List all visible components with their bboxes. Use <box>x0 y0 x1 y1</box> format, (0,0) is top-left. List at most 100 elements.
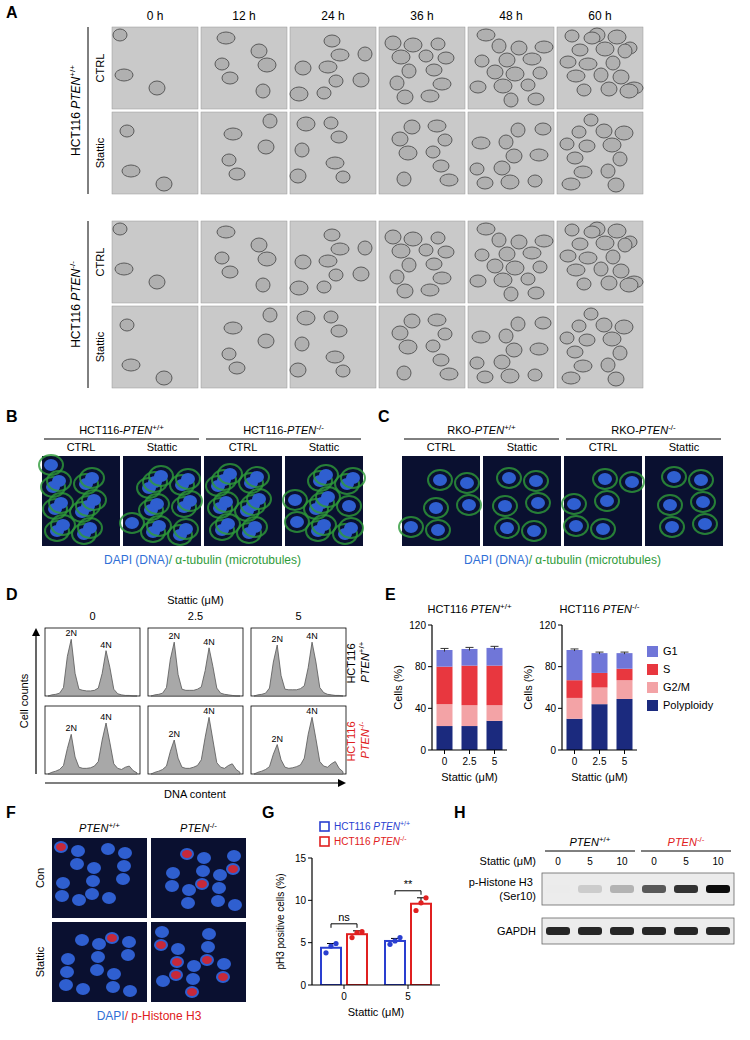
nucleus <box>216 971 230 983</box>
text-part: 5 <box>405 991 411 1002</box>
cell <box>122 165 140 177</box>
cell <box>504 93 518 107</box>
cell <box>297 311 315 325</box>
significance-label: ns <box>338 911 350 923</box>
text-part: S <box>663 663 670 675</box>
bar-segment <box>617 669 633 680</box>
nucleus <box>317 519 331 531</box>
panel-letter: E <box>385 586 396 603</box>
nucleus <box>171 943 185 955</box>
data-point <box>349 935 354 940</box>
nucleus <box>248 521 262 533</box>
cell <box>336 171 350 183</box>
nucleus <box>152 520 166 532</box>
cytoskeleton <box>78 518 102 538</box>
text-part: 0 <box>550 745 556 756</box>
text-part: CTRL <box>67 441 96 453</box>
text-part: 4N <box>306 706 318 716</box>
text-part: PTEN <box>69 268 83 300</box>
axis-title: Stattic (μM) <box>348 1006 404 1018</box>
cytoskeleton <box>285 512 309 532</box>
cell <box>324 117 338 129</box>
cytoskeleton <box>658 495 682 515</box>
text-part: PTEN-/- <box>357 721 370 758</box>
micrograph <box>204 456 282 546</box>
cytoskeleton <box>562 494 586 514</box>
nucleus <box>600 495 614 507</box>
text-part: -/- <box>357 721 366 729</box>
cell <box>438 52 454 64</box>
cell <box>358 241 372 255</box>
text-part: PTEN <box>570 836 599 848</box>
cell <box>601 358 615 372</box>
data-point <box>359 929 364 934</box>
cell <box>613 264 629 278</box>
data-point <box>387 942 392 947</box>
micrograph-bg <box>151 922 246 1002</box>
y-tick <box>428 666 432 667</box>
peak-label: 4N <box>203 637 215 647</box>
micrograph-bg <box>290 221 376 303</box>
cell <box>428 120 446 132</box>
title: Stattic (μM) <box>167 594 223 606</box>
caption: DAPI (DNA)/ α-tubulin (microtubules) <box>464 553 661 567</box>
nucleus <box>201 941 215 953</box>
cell <box>487 259 503 273</box>
text-part: / α-tubulin (microtubules) <box>169 553 301 567</box>
text-part: 0 <box>341 991 347 1002</box>
cell <box>431 38 445 50</box>
bar-segment <box>487 666 503 706</box>
cell <box>385 230 401 244</box>
cell <box>584 226 600 238</box>
text-part: Stattic <box>507 441 538 453</box>
cell <box>506 261 524 275</box>
lane-label: 5 <box>683 856 689 867</box>
cytoskeleton <box>428 470 452 490</box>
text-part: +/+ <box>400 820 410 827</box>
condition-header: Stattic <box>309 441 340 453</box>
y-tick <box>558 750 562 751</box>
micrograph <box>39 455 120 546</box>
y-tick-label: 0 <box>550 745 556 756</box>
histogram-frame <box>251 706 346 774</box>
cytoskeleton <box>80 468 104 488</box>
cell <box>560 56 576 68</box>
micrograph <box>112 112 198 194</box>
bar-segment <box>487 721 503 750</box>
micrograph <box>290 306 376 388</box>
row-label: HCT116 PTEN+/+ <box>345 640 370 683</box>
nucleus <box>598 473 612 485</box>
text-part: PTEN <box>603 603 632 615</box>
lane-label: 0 <box>651 856 657 867</box>
condition-header: Stattic <box>507 441 538 453</box>
nucleus <box>56 877 70 889</box>
text-part: 120 <box>539 620 556 631</box>
cytoskeleton <box>147 516 171 536</box>
cell <box>295 255 311 269</box>
text-part: 5 <box>300 937 306 948</box>
cell <box>290 281 308 295</box>
text-part: 10 <box>616 856 628 867</box>
cytoskeleton <box>426 520 450 540</box>
marker-signal <box>156 941 166 949</box>
panel-letter: A <box>6 4 18 21</box>
cell <box>613 70 629 84</box>
cell <box>329 269 343 281</box>
nucleus <box>527 525 541 537</box>
nucleus <box>121 949 135 961</box>
cytoskeleton <box>174 519 198 539</box>
micrograph <box>112 221 198 303</box>
text-part: -/- <box>697 835 705 844</box>
column-header: 60 h <box>588 9 611 23</box>
cell <box>156 177 172 191</box>
x-axis <box>562 749 637 750</box>
text-part: PTEN <box>180 822 209 834</box>
x-tick-label: 0 <box>572 756 578 767</box>
micrograph-bg <box>468 221 554 303</box>
cell <box>499 53 515 67</box>
cell <box>229 362 245 374</box>
lane-label: 5 <box>587 856 593 867</box>
cell <box>565 224 579 236</box>
text-part: 2.5 <box>188 610 203 622</box>
nucleus <box>460 477 474 489</box>
